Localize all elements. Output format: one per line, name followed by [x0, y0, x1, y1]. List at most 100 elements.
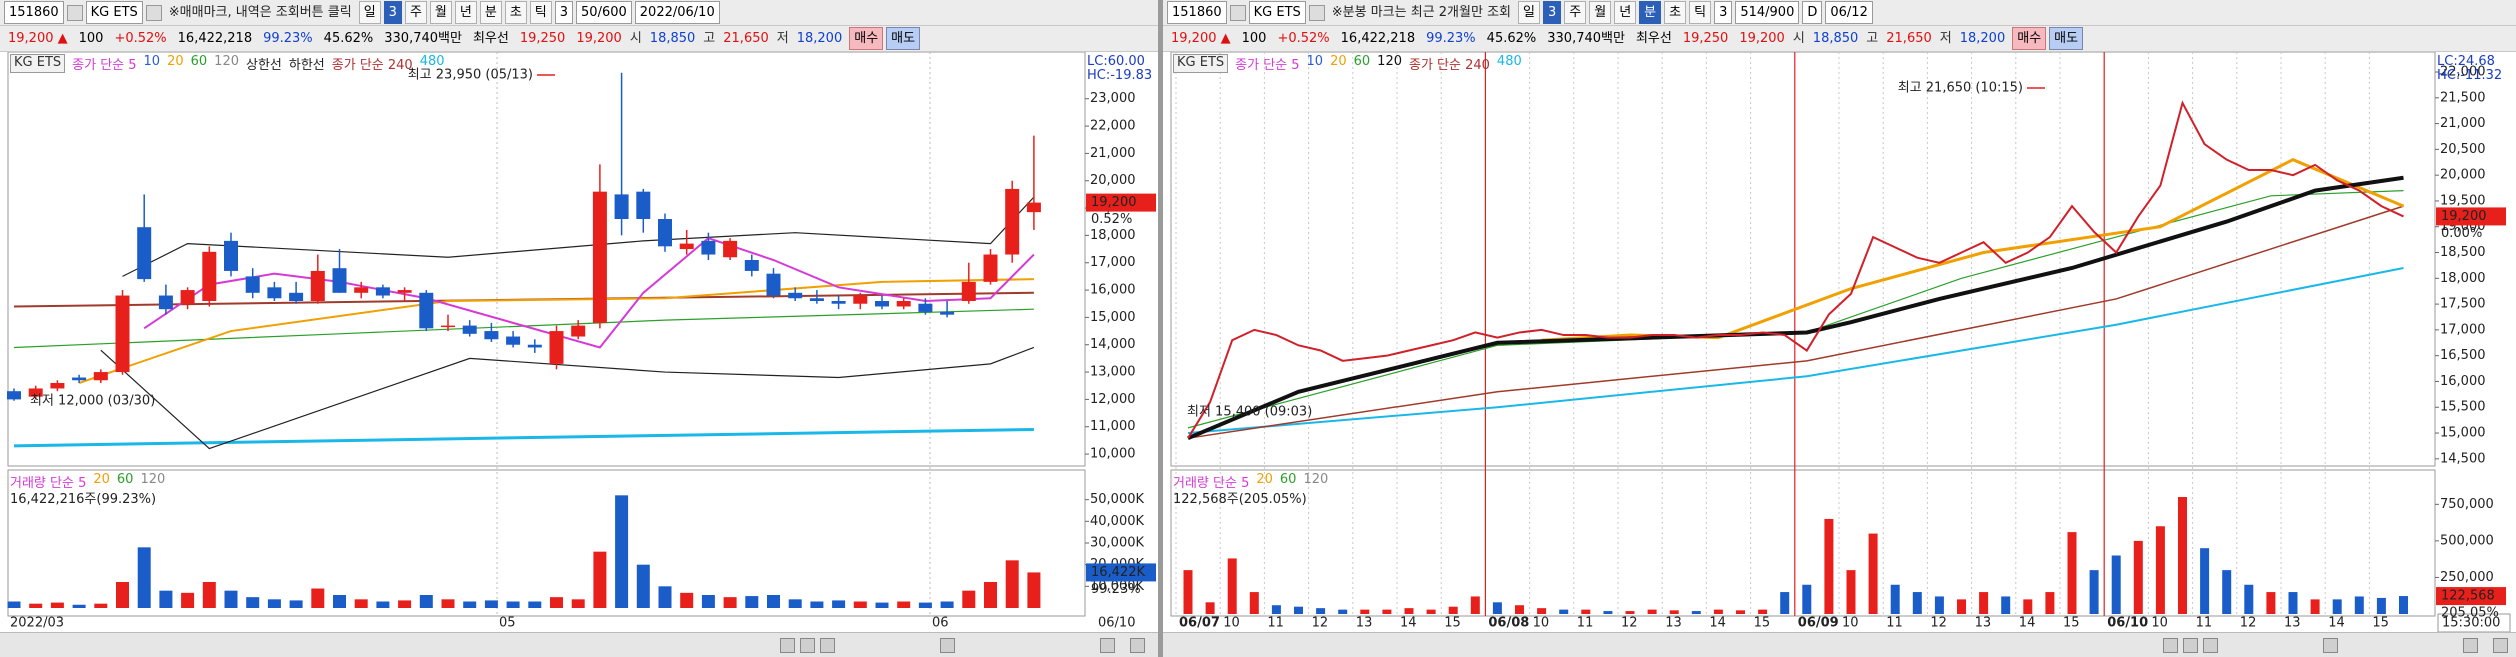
toolbar-item[interactable]: 년: [1614, 1, 1637, 24]
quote-field: 19,250: [519, 31, 566, 46]
toolbar-item[interactable]: KG ETS: [1248, 1, 1306, 24]
toolbar-item[interactable]: 일: [358, 1, 381, 24]
quote-field: 19,200: [1739, 31, 1785, 46]
toolbar-item[interactable]: 월: [1589, 1, 1612, 24]
toolbar-item[interactable]: 2022/06/10: [634, 1, 720, 24]
candle-body: [679, 243, 694, 250]
candle-body: [853, 295, 868, 304]
quote-field: 저: [1939, 31, 1952, 46]
candle-body: [896, 301, 911, 307]
toolbar-item[interactable]: KG ETS: [85, 1, 143, 24]
quote-field: 330,740백만: [384, 31, 462, 46]
toolbar-item[interactable]: 151860: [4, 1, 64, 24]
volume-tick-label: 50,000K: [1090, 492, 1144, 507]
candle-body: [571, 325, 586, 337]
sell-button[interactable]: 매도: [886, 27, 921, 50]
x-tick-label: 10: [2151, 616, 2168, 631]
toolbar-item[interactable]: 3: [383, 1, 402, 24]
toolbar-item[interactable]: 3: [1542, 1, 1562, 24]
toolbar-item[interactable]: 초: [1664, 1, 1687, 24]
quote-field: 21,650: [723, 31, 769, 46]
candle-body: [72, 377, 87, 381]
toolbar-item[interactable]: 주: [1564, 1, 1587, 24]
x-tick-label: 05: [499, 616, 516, 631]
candle-body: [28, 388, 43, 397]
x-tick-label: 15: [2063, 616, 2080, 631]
quote-field: 16,422,218: [1340, 31, 1416, 46]
volume-bar: [2266, 592, 2276, 614]
volume-bar: [1027, 572, 1041, 608]
candle-body: [940, 311, 955, 315]
toolbar-item[interactable]: 월: [429, 1, 452, 24]
quote-field: 16,422,218: [177, 31, 253, 46]
left-panel: 23,00022,00021,00020,00019,00018,00017,0…: [0, 0, 1158, 657]
volume-bar: [1713, 609, 1723, 614]
volume-bar: [202, 582, 216, 608]
volume-bar: [267, 599, 281, 608]
legend-item: 60: [1353, 54, 1371, 69]
quote-field: 330,740백만: [1547, 31, 1625, 46]
toolbar-item[interactable]: 틱: [1689, 1, 1712, 24]
volume-bar: [354, 599, 368, 608]
volume-bar: [984, 582, 997, 608]
toolbar-item[interactable]: 주: [404, 1, 427, 24]
y-tick-label: 21,000: [1090, 146, 1136, 161]
volume-bar: [615, 495, 629, 608]
buy-button[interactable]: 매수: [2012, 27, 2047, 50]
toolbar-item[interactable]: 분: [479, 1, 502, 24]
volume-bar: [1957, 599, 1966, 614]
toolbar-item[interactable]: 년: [454, 1, 477, 24]
volume-bar: [1316, 608, 1326, 614]
volume-bar: [918, 602, 932, 608]
candle-body: [484, 331, 499, 340]
volume-bar: [1912, 592, 1922, 614]
volume-bar: [1382, 609, 1392, 614]
volume-bar: [1537, 608, 1547, 614]
quote-field: 저: [776, 31, 789, 46]
moving-average: [1187, 205, 2404, 439]
x-tick-label: 14: [2019, 616, 2036, 631]
volume-bar: [1470, 596, 1480, 614]
toolbar-item[interactable]: D: [1802, 1, 1823, 24]
x-tick-label: 11: [1886, 616, 1903, 631]
y-tick-label: 14,000: [1090, 337, 1136, 352]
sell-button[interactable]: 매도: [2049, 27, 2084, 50]
toolbar-item[interactable]: 분: [1639, 1, 1662, 24]
toolbar-item[interactable]: 3: [1714, 1, 1733, 24]
lc-label: LC:24.68: [2437, 54, 2495, 69]
y-tick-label: 16,000: [1090, 283, 1136, 298]
toolbar-item[interactable]: 50/600: [576, 1, 632, 24]
candle-body: [441, 325, 455, 328]
volume-bar: [2023, 599, 2033, 614]
volume-bar: [875, 602, 889, 608]
icon-button[interactable]: [1308, 4, 1325, 21]
divider: [1158, 0, 1163, 657]
icon-button[interactable]: [1229, 4, 1246, 21]
volume-bar: [159, 590, 173, 608]
toolbar-item[interactable]: 초: [504, 1, 527, 24]
toolbar-item[interactable]: 일: [1518, 1, 1540, 24]
y-tick-label: 18,000: [1090, 228, 1136, 243]
quote-field: 19,200 ▲: [1171, 31, 1231, 46]
toolbar-item[interactable]: 3: [554, 1, 574, 24]
icon-button[interactable]: [66, 4, 83, 21]
candle-body: [636, 191, 651, 219]
quote-field: 100: [1241, 31, 1267, 46]
buy-button[interactable]: 매수: [849, 27, 884, 50]
x-tick-label: 11: [1577, 616, 1594, 631]
volume-bar: [333, 595, 346, 608]
hint: ※분봉 마크는 최근 2개월만 조회: [1331, 5, 1511, 20]
legend-item: 10: [1306, 54, 1324, 69]
toolbar-item[interactable]: 514/900: [1735, 1, 1800, 24]
toolbar-item[interactable]: 151860: [1167, 1, 1227, 24]
toolbar-item[interactable]: 06/12: [1825, 1, 1873, 24]
low-note: 최저 15,400 (09:03): [1187, 405, 1312, 420]
quote-field: 99.23%: [263, 31, 313, 46]
icon-button[interactable]: [145, 4, 162, 21]
volume-box: [1086, 563, 1156, 582]
moving-average: [1187, 267, 2404, 435]
volume-bar: [7, 601, 21, 608]
volume-bar: [181, 592, 195, 608]
toolbar-item[interactable]: 틱: [529, 1, 552, 24]
volume-info: 16,422,216주(99.23%): [10, 492, 157, 507]
